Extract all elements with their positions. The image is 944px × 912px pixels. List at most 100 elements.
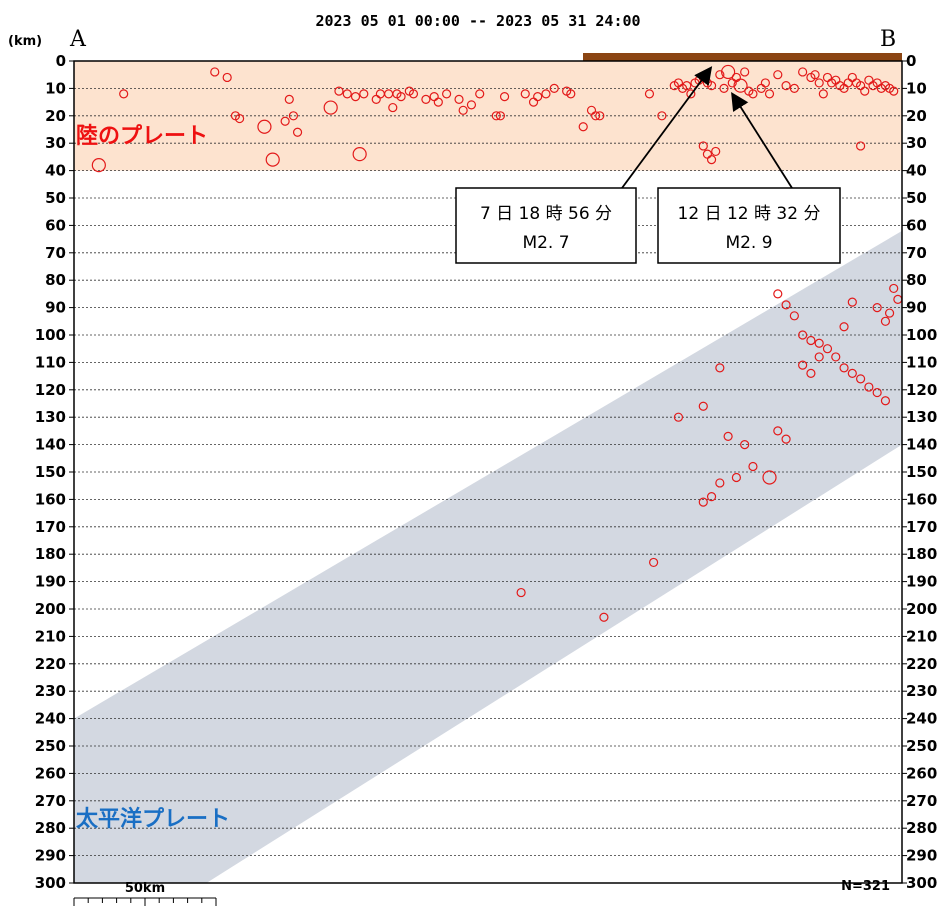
tick-label-right: 0 (906, 52, 916, 70)
earthquake-marker (847, 368, 857, 378)
observation-range-bar (583, 53, 902, 61)
tick-label-right: 10 (906, 79, 927, 97)
earthquake-marker (740, 440, 750, 450)
scale-bar-label: 50km (125, 881, 165, 896)
tick-label-right: 210 (906, 627, 937, 645)
tick-label-left: 200 (35, 600, 66, 618)
earthquake-marker (591, 111, 601, 121)
earthquake-marker (773, 70, 783, 80)
earthquake-marker (342, 89, 352, 99)
earthquake-marker (814, 338, 824, 348)
annotation-1: 7 日 18 時 56 分 M2. 7 (455, 187, 637, 264)
earthquake-marker (855, 374, 866, 384)
earthquake-marker (433, 97, 443, 107)
arrow-1 (621, 66, 713, 189)
earthquake-marker (698, 141, 708, 151)
earthquake-marker (265, 152, 280, 167)
tick-label-right: 20 (906, 107, 927, 125)
earthquake-marker (706, 492, 717, 502)
tick-label-right: 280 (906, 819, 937, 837)
tick-label-left: 90 (45, 299, 66, 317)
earthquake-marker (889, 86, 899, 96)
tick-label-left: 70 (45, 244, 66, 262)
pacific-plate-label: 太平洋プレート (76, 806, 230, 832)
earthquake-marker (657, 111, 667, 121)
earthquake-marker (698, 497, 708, 507)
earthquake-marker (789, 311, 799, 321)
earthquake-marker (831, 352, 841, 362)
tick-label-right: 40 (906, 162, 927, 180)
earthquake-marker (408, 89, 419, 99)
earthquake-marker (880, 396, 891, 406)
earthquake-marker (673, 412, 684, 422)
earthquake-marker (323, 100, 338, 115)
tick-label-left: 50 (45, 189, 66, 207)
earthquake-events (91, 64, 903, 622)
earthquake-marker (711, 146, 721, 157)
depth-ticks: 0 0 10 10 20 20 30 30 40 40 50 50 60 60 70 70 80 80 90 90 10… (35, 52, 938, 892)
earthquake-marker (288, 111, 299, 121)
earthquake-marker (839, 322, 849, 332)
tick-label-right: 290 (906, 847, 937, 865)
earthquake-marker (599, 612, 609, 622)
tick-label-right: 180 (906, 545, 937, 563)
earthquake-marker (781, 81, 791, 91)
earthquake-marker (516, 587, 526, 598)
earthquake-marker (748, 89, 758, 99)
tick-label-right: 170 (906, 518, 937, 536)
earthquake-marker (458, 105, 468, 115)
earthquake-marker (454, 94, 464, 104)
tick-label-right: 100 (906, 326, 937, 344)
earthquake-marker (822, 344, 833, 354)
tick-label-right: 190 (906, 573, 937, 591)
annotation-2-magnitude: M2. 9 (725, 233, 772, 253)
earthquake-marker (889, 283, 899, 294)
earthquake-marker (284, 94, 294, 104)
section-end-b: B (880, 27, 896, 52)
tick-label-right: 60 (906, 216, 927, 234)
earthquake-marker (706, 155, 717, 165)
tick-label-left: 260 (35, 764, 66, 782)
tick-label-left: 130 (35, 408, 66, 426)
tick-label-left: 80 (45, 271, 66, 289)
earthquake-marker (119, 89, 129, 99)
earthquake-marker (789, 83, 799, 94)
tick-label-left: 10 (45, 79, 66, 97)
tick-label-right: 220 (906, 655, 937, 673)
tick-label-right: 110 (906, 353, 937, 371)
earthquake-marker (884, 308, 895, 318)
earthquake-marker (806, 368, 816, 378)
earthquake-marker (644, 89, 655, 99)
arrow-2 (731, 91, 793, 189)
tick-label-right: 250 (906, 737, 937, 755)
earthquake-marker (715, 363, 725, 373)
tick-label-right: 160 (906, 490, 937, 508)
tick-label-left: 250 (35, 737, 66, 755)
tick-label-right: 80 (906, 271, 927, 289)
earthquake-marker (388, 102, 398, 113)
earthquake-marker (731, 472, 742, 483)
tick-label-left: 290 (35, 847, 66, 865)
earthquake-marker (773, 426, 783, 436)
pacific-plate-region (74, 230, 902, 883)
earthquake-marker (222, 72, 232, 83)
annotation-2-time: 12 日 12 時 32 分 (678, 204, 821, 224)
earthquake-marker (520, 89, 530, 99)
earthquake-marker (814, 78, 824, 88)
earthquake-marker (566, 89, 576, 99)
earthquake-marker (499, 92, 510, 102)
section-end-a: A (69, 27, 87, 52)
chart-title: 2023 05 01 00:00 -- 2023 05 31 24:00 (315, 12, 640, 30)
annotation-2: 12 日 12 時 32 分 M2. 9 (657, 187, 841, 264)
earthquake-marker (762, 470, 777, 485)
annotation-arrows (621, 66, 793, 189)
earthquake-marker (723, 431, 733, 441)
earthquake-marker (798, 330, 808, 340)
earthquake-marker (698, 401, 708, 411)
earthquake-marker (719, 83, 729, 94)
tick-label-right: 30 (906, 134, 927, 152)
tick-label-right: 120 (906, 381, 937, 399)
earthquake-marker (648, 557, 659, 568)
earthquake-marker (578, 122, 588, 132)
